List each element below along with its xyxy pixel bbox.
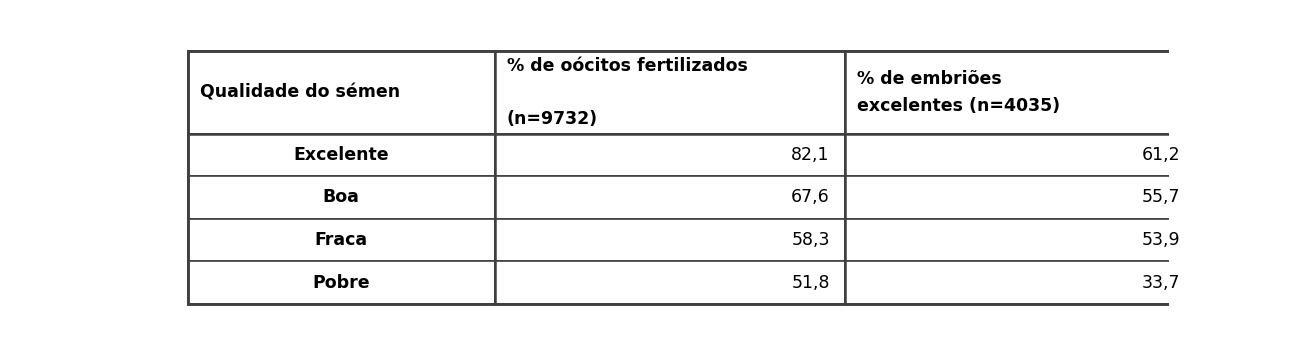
Text: Boa: Boa	[322, 188, 360, 206]
Text: Excelente: Excelente	[294, 146, 388, 164]
Bar	[844, 261, 1195, 304]
Text: 33,7: 33,7	[1142, 274, 1181, 292]
Text: 51,8: 51,8	[791, 274, 830, 292]
Bar	[187, 261, 495, 304]
Text: % de oócitos fertilizados

(n=9732): % de oócitos fertilizados (n=9732)	[507, 57, 747, 128]
Bar	[187, 176, 495, 219]
Text: 58,3: 58,3	[791, 231, 830, 249]
Text: 53,9: 53,9	[1142, 231, 1181, 249]
Bar	[187, 51, 495, 134]
Text: Fraca: Fraca	[314, 231, 368, 249]
Bar	[187, 134, 495, 176]
Text: 67,6: 67,6	[791, 188, 830, 206]
Bar	[187, 219, 495, 261]
Bar	[495, 176, 844, 219]
Text: 82,1: 82,1	[791, 146, 830, 164]
Bar	[844, 51, 1195, 134]
Text: Pobre: Pobre	[312, 274, 370, 292]
Text: 61,2: 61,2	[1142, 146, 1181, 164]
Text: Qualidade do sémen: Qualidade do sémen	[200, 83, 400, 101]
Bar	[495, 51, 844, 134]
Bar	[844, 176, 1195, 219]
Bar	[844, 219, 1195, 261]
Bar	[495, 261, 844, 304]
Bar	[495, 219, 844, 261]
Text: % de embriões
excelentes (n=4035): % de embriões excelentes (n=4035)	[857, 70, 1060, 115]
Bar	[495, 134, 844, 176]
Text: 55,7: 55,7	[1142, 188, 1181, 206]
Bar	[844, 134, 1195, 176]
